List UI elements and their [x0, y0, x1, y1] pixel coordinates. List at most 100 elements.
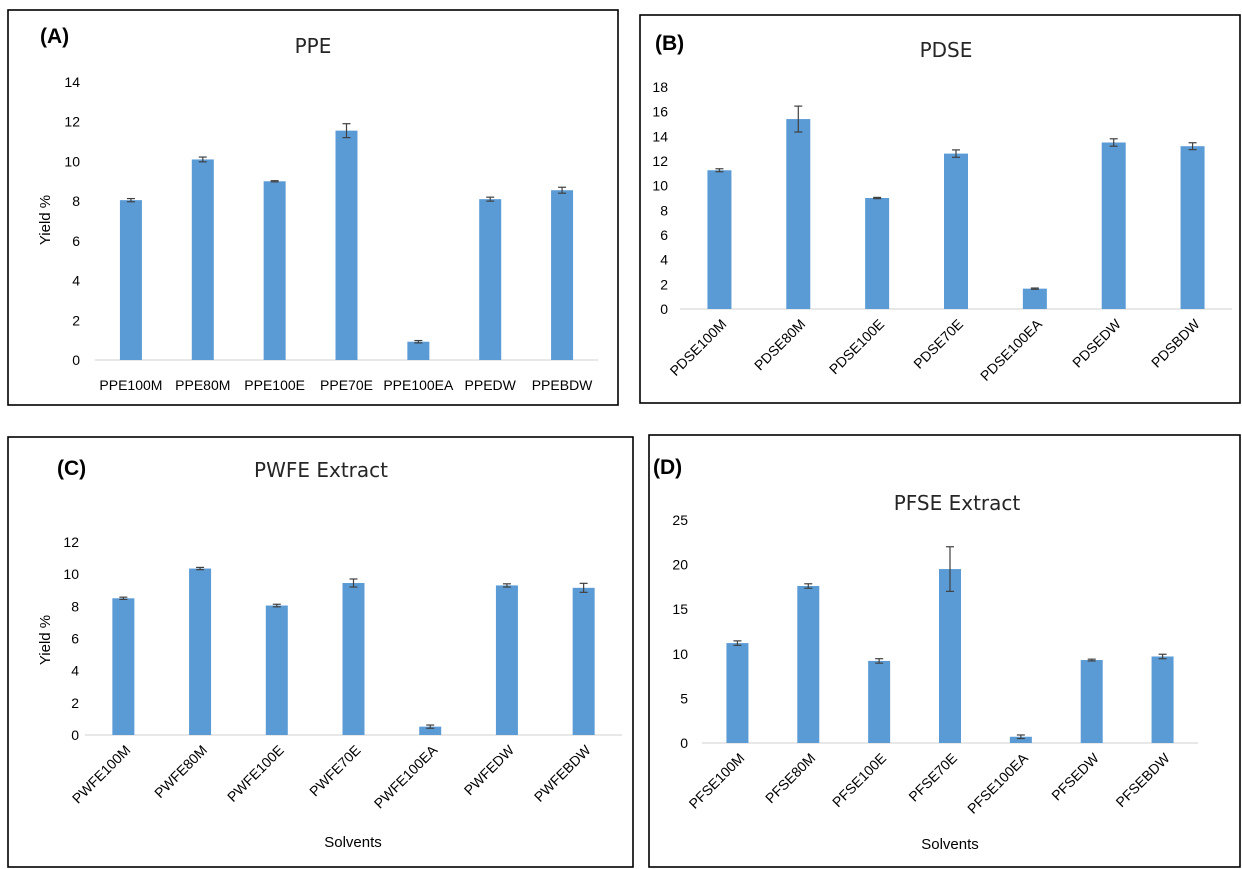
- y-tick-label: 8: [72, 193, 80, 209]
- y-tick-label: 4: [72, 273, 80, 289]
- x-tick-label: PDSEDW: [1069, 315, 1124, 370]
- bar-pfse70e: [939, 569, 961, 743]
- error-bar-pfsebdw: [1158, 653, 1167, 660]
- panel-b-frame: [639, 14, 1241, 404]
- x-tick-label: PDSE70E: [910, 316, 966, 372]
- bar-pdse70e: [944, 153, 968, 309]
- panel-a-tag: (A): [40, 25, 69, 48]
- x-tick-label: PWFE100E: [224, 742, 287, 805]
- chart-pwfe-extract: PWFE Extract Yield % Solvents 0 2 4 6 8 10 12 PWFE…: [37, 458, 622, 851]
- bar-ppe100ea: [407, 341, 430, 360]
- chart-title: PDSE: [920, 38, 973, 62]
- y-tick-label: 12: [652, 153, 668, 169]
- bar-ppe80m: [191, 159, 214, 360]
- bar-pwfe100e: [265, 605, 288, 735]
- bar-pwfedw: [495, 585, 518, 735]
- error-bar-pwfe100e: [272, 603, 281, 608]
- x-tick-label: PWFE100M: [69, 742, 134, 807]
- bar-pdse100m: [707, 170, 732, 309]
- y-tick-label: 0: [660, 301, 668, 317]
- x-tick-label: PFSE80M: [762, 750, 818, 806]
- x-tick-label: PDSE100M: [667, 316, 730, 379]
- y-axis-label: Yield %: [37, 615, 54, 665]
- error-bar-pfse80m: [804, 583, 813, 589]
- y-tick-label: 25: [672, 512, 688, 528]
- panel-c-tag: (C): [57, 457, 86, 480]
- chart-title: PPE: [295, 34, 332, 58]
- bar-ppe70e: [335, 130, 358, 360]
- bar-pwfe100m: [112, 598, 135, 735]
- y-tick-label: 4: [71, 663, 79, 679]
- y-tick-label: 0: [72, 352, 80, 368]
- x-tick-label: PFSE100EA: [964, 749, 1031, 816]
- y-tick-label: 18: [652, 79, 668, 95]
- chart-ppe: PPE Yield % 0 2 4 6 8 10 12 14 PPE100M PPE80M PPE100…: [37, 34, 598, 393]
- y-tick-label: 8: [71, 598, 79, 614]
- x-tick-label: PDSE100EA: [977, 315, 1045, 383]
- bar-pfsedw: [1080, 660, 1103, 743]
- error-bar-ppe100ea: [414, 339, 423, 344]
- error-bar-pfse100e: [875, 658, 884, 664]
- y-tick-label: 10: [64, 153, 80, 169]
- panel-b-tag: (B): [655, 32, 684, 55]
- x-tick-label: PDSBDW: [1148, 315, 1203, 370]
- bar-pfse100e: [868, 660, 891, 743]
- error-bar-ppedw: [486, 196, 495, 202]
- x-tick-label: PWFE80M: [151, 742, 210, 801]
- y-tick-label: 20: [672, 557, 688, 573]
- x-axis-label: Solvents: [921, 836, 979, 853]
- y-tick-label: 12: [63, 534, 79, 550]
- y-tick-label: 5: [680, 690, 688, 706]
- panel-c-frame: [7, 436, 634, 868]
- y-tick-label: 6: [72, 233, 80, 249]
- error-bar-ppe100e: [270, 180, 279, 183]
- bar-pfsebdw: [1151, 656, 1174, 743]
- x-tick-label: PFSEDW: [1048, 749, 1102, 803]
- error-bar-pdse100ea: [1030, 287, 1039, 290]
- bar-pfse80m: [797, 586, 820, 743]
- x-tick-label: PPE100E: [244, 377, 305, 393]
- x-tick-label: PFSE100M: [686, 750, 748, 812]
- error-bar-pdse80m: [794, 105, 803, 133]
- y-tick-label: 10: [672, 646, 688, 662]
- error-bar-pwfe100ea: [426, 724, 435, 729]
- error-bar-ppe70e: [342, 123, 351, 139]
- error-bar-pfse100m: [733, 640, 742, 646]
- error-bar-pwfebdw: [579, 582, 588, 593]
- y-tick-label: 14: [64, 74, 80, 90]
- y-tick-label: 2: [72, 312, 80, 328]
- bar-pwfe70e: [342, 583, 365, 735]
- x-tick-label: PPEDW: [465, 377, 517, 393]
- error-bar-pdsedw: [1109, 138, 1118, 147]
- x-tick-label: PPE70E: [320, 377, 373, 393]
- error-bar-ppebdw: [558, 186, 567, 194]
- bar-ppebdw: [551, 190, 574, 360]
- y-tick-label: 0: [71, 727, 79, 743]
- x-axis-label: Solvents: [324, 834, 382, 851]
- x-tick-label: PFSE100E: [829, 750, 889, 810]
- bar-pdsbdw: [1180, 146, 1205, 309]
- y-tick-label: 15: [672, 601, 688, 617]
- panel-a-frame: [7, 9, 619, 406]
- x-tick-label: PPE80M: [175, 377, 230, 393]
- bar-pfse100ea: [1009, 736, 1032, 743]
- error-bar-ppe100m: [126, 197, 135, 203]
- x-tick-label: PPE100M: [99, 377, 162, 393]
- y-axis-label: Yield %: [37, 195, 54, 245]
- bar-pwfebdw: [572, 587, 595, 735]
- bar-pdse80m: [786, 119, 811, 309]
- y-tick-label: 16: [652, 104, 668, 120]
- error-bar-pdse100e: [873, 196, 882, 200]
- x-tick-label: PWFEDW: [461, 741, 518, 798]
- bar-pwfe100ea: [419, 726, 442, 735]
- error-bar-pdse70e: [952, 149, 960, 158]
- y-tick-label: 6: [71, 631, 79, 647]
- error-bar-pfse70e: [946, 546, 954, 592]
- x-tick-label: PPE100EA: [383, 377, 454, 393]
- x-tick-label: PWFEBDW: [531, 741, 595, 805]
- y-tick-label: 14: [652, 128, 668, 144]
- error-bar-pwfe70e: [349, 578, 358, 588]
- error-bar-pdse100m: [715, 168, 724, 173]
- x-tick-label: PWFE70E: [306, 742, 364, 800]
